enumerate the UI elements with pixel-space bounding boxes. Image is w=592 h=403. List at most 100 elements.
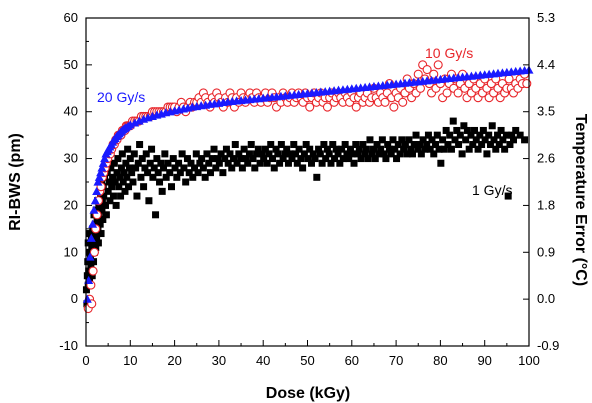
data-point [125, 164, 133, 172]
data-point [364, 155, 372, 163]
data-point [305, 102, 315, 112]
data-point [249, 155, 257, 163]
data-point [98, 158, 108, 167]
data-point [87, 262, 95, 270]
data-point [89, 205, 99, 214]
data-point [254, 145, 262, 153]
data-point [362, 145, 370, 153]
data-point [106, 197, 114, 205]
x-tick-label: 0 [82, 353, 89, 368]
y2-tick-label: 4.4 [537, 57, 555, 72]
data-point [136, 141, 144, 149]
series-label-10gy: 10 Gy/s [425, 45, 473, 61]
y2-tick-label: 2.6 [537, 151, 555, 166]
data-point [199, 164, 207, 172]
data-point [150, 164, 158, 172]
data-point [125, 183, 133, 191]
data-point [502, 131, 510, 139]
data-point [140, 183, 148, 191]
data-point [117, 192, 125, 200]
data-point [96, 220, 104, 228]
data-point [166, 169, 174, 177]
data-point [492, 145, 500, 153]
data-point [435, 145, 443, 153]
data-point [442, 126, 450, 134]
y2-tick-label: 3.5 [537, 104, 555, 119]
y-tick-label: 10 [64, 244, 78, 259]
data-point [401, 141, 409, 149]
data-point [85, 252, 95, 261]
data-point [228, 164, 236, 172]
data-point [371, 155, 379, 163]
data-point [219, 169, 227, 177]
data-point [94, 239, 102, 247]
y-tick-label: 0 [71, 291, 78, 306]
data-point [235, 150, 243, 158]
data-point [387, 150, 395, 158]
data-point [424, 131, 432, 139]
x-tick-label: 80 [433, 353, 447, 368]
y-tick-label: 30 [64, 151, 78, 166]
data-point [196, 159, 204, 167]
data-point [346, 145, 354, 153]
data-point [173, 173, 181, 181]
data-point [509, 136, 517, 144]
data-point [474, 145, 482, 153]
data-point [154, 169, 162, 177]
data-point [178, 150, 186, 158]
data-point [114, 155, 122, 163]
data-point [152, 211, 160, 219]
data-point [102, 211, 110, 219]
data-point [412, 131, 420, 139]
data-point [97, 230, 105, 238]
y-tick-label: 50 [64, 57, 78, 72]
data-point [343, 150, 351, 158]
data-point [444, 141, 452, 149]
data-point [88, 244, 96, 252]
data-point [119, 178, 127, 186]
data-point [214, 155, 222, 163]
x-tick-label: 70 [389, 353, 403, 368]
data-point [394, 141, 402, 149]
data-point [437, 159, 445, 167]
data-point [334, 150, 342, 158]
data-point [93, 215, 101, 223]
data-point [149, 173, 157, 181]
x-tick-label: 90 [477, 353, 491, 368]
data-point [272, 145, 280, 153]
data-point [92, 244, 100, 252]
data-point [332, 145, 340, 153]
data-point [92, 186, 102, 195]
data-point [90, 196, 100, 205]
data-point [203, 150, 211, 158]
data-point [440, 145, 448, 153]
series-1-gy-s [82, 117, 529, 308]
data-point [99, 215, 107, 223]
series-label-20gy: 20 Gy/s [97, 89, 145, 105]
data-point [451, 136, 459, 144]
data-point [89, 239, 97, 247]
data-point [460, 122, 468, 130]
data-point [323, 145, 331, 153]
data-point [111, 178, 119, 186]
data-point [279, 155, 287, 163]
data-point [521, 136, 529, 144]
data-point [84, 239, 92, 247]
data-point [306, 145, 314, 153]
data-point [274, 150, 282, 158]
data-point [456, 131, 464, 139]
data-point [307, 159, 315, 167]
data-point [83, 272, 91, 280]
y-tick-label: 40 [64, 104, 78, 119]
data-point [91, 220, 99, 228]
data-point [237, 155, 245, 163]
data-point [494, 131, 502, 139]
data-point [288, 155, 296, 163]
data-point [361, 150, 369, 158]
data-point [345, 155, 353, 163]
data-point [162, 173, 170, 181]
data-point [370, 145, 378, 153]
data-point [341, 141, 349, 149]
data-point [368, 150, 376, 158]
x-tick-label: 20 [167, 353, 181, 368]
